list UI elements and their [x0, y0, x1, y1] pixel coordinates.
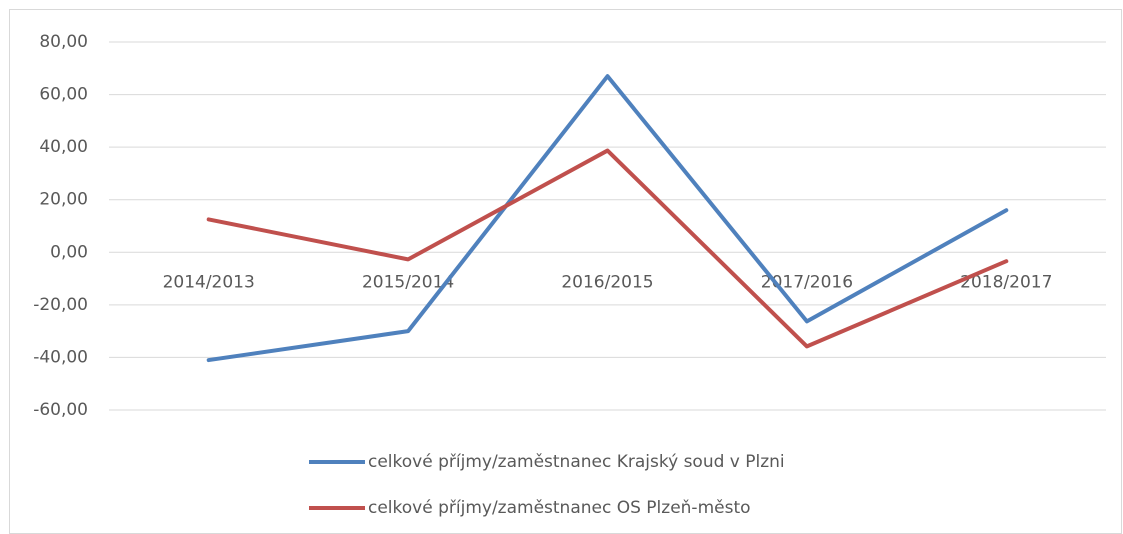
x-tick-label: 2016/2015	[561, 272, 653, 292]
series-line	[206, 148, 1009, 349]
y-tick-label: 40,00	[39, 137, 88, 157]
y-tick-label: -20,00	[33, 295, 88, 315]
x-tick-label: 2017/2016	[761, 272, 853, 292]
x-tick-label: 2018/2017	[960, 272, 1052, 292]
y-tick-label: 60,00	[39, 85, 88, 105]
y-tick-label: 80,00	[39, 32, 88, 52]
legend-label: celkové příjmy/zaměstnanec Krajský soud …	[368, 452, 785, 472]
series-line	[206, 74, 1009, 363]
y-tick-label: -40,00	[33, 347, 88, 367]
legend-label: celkové příjmy/zaměstnanec OS Plzeň-měst…	[368, 498, 751, 518]
x-tick-label: 2015/2014	[362, 272, 454, 292]
y-tick-label: -60,00	[33, 400, 88, 420]
y-tick-label: 20,00	[39, 190, 88, 210]
x-tick-label: 2014/2013	[163, 272, 255, 292]
y-tick-label: 0,00	[50, 242, 88, 262]
